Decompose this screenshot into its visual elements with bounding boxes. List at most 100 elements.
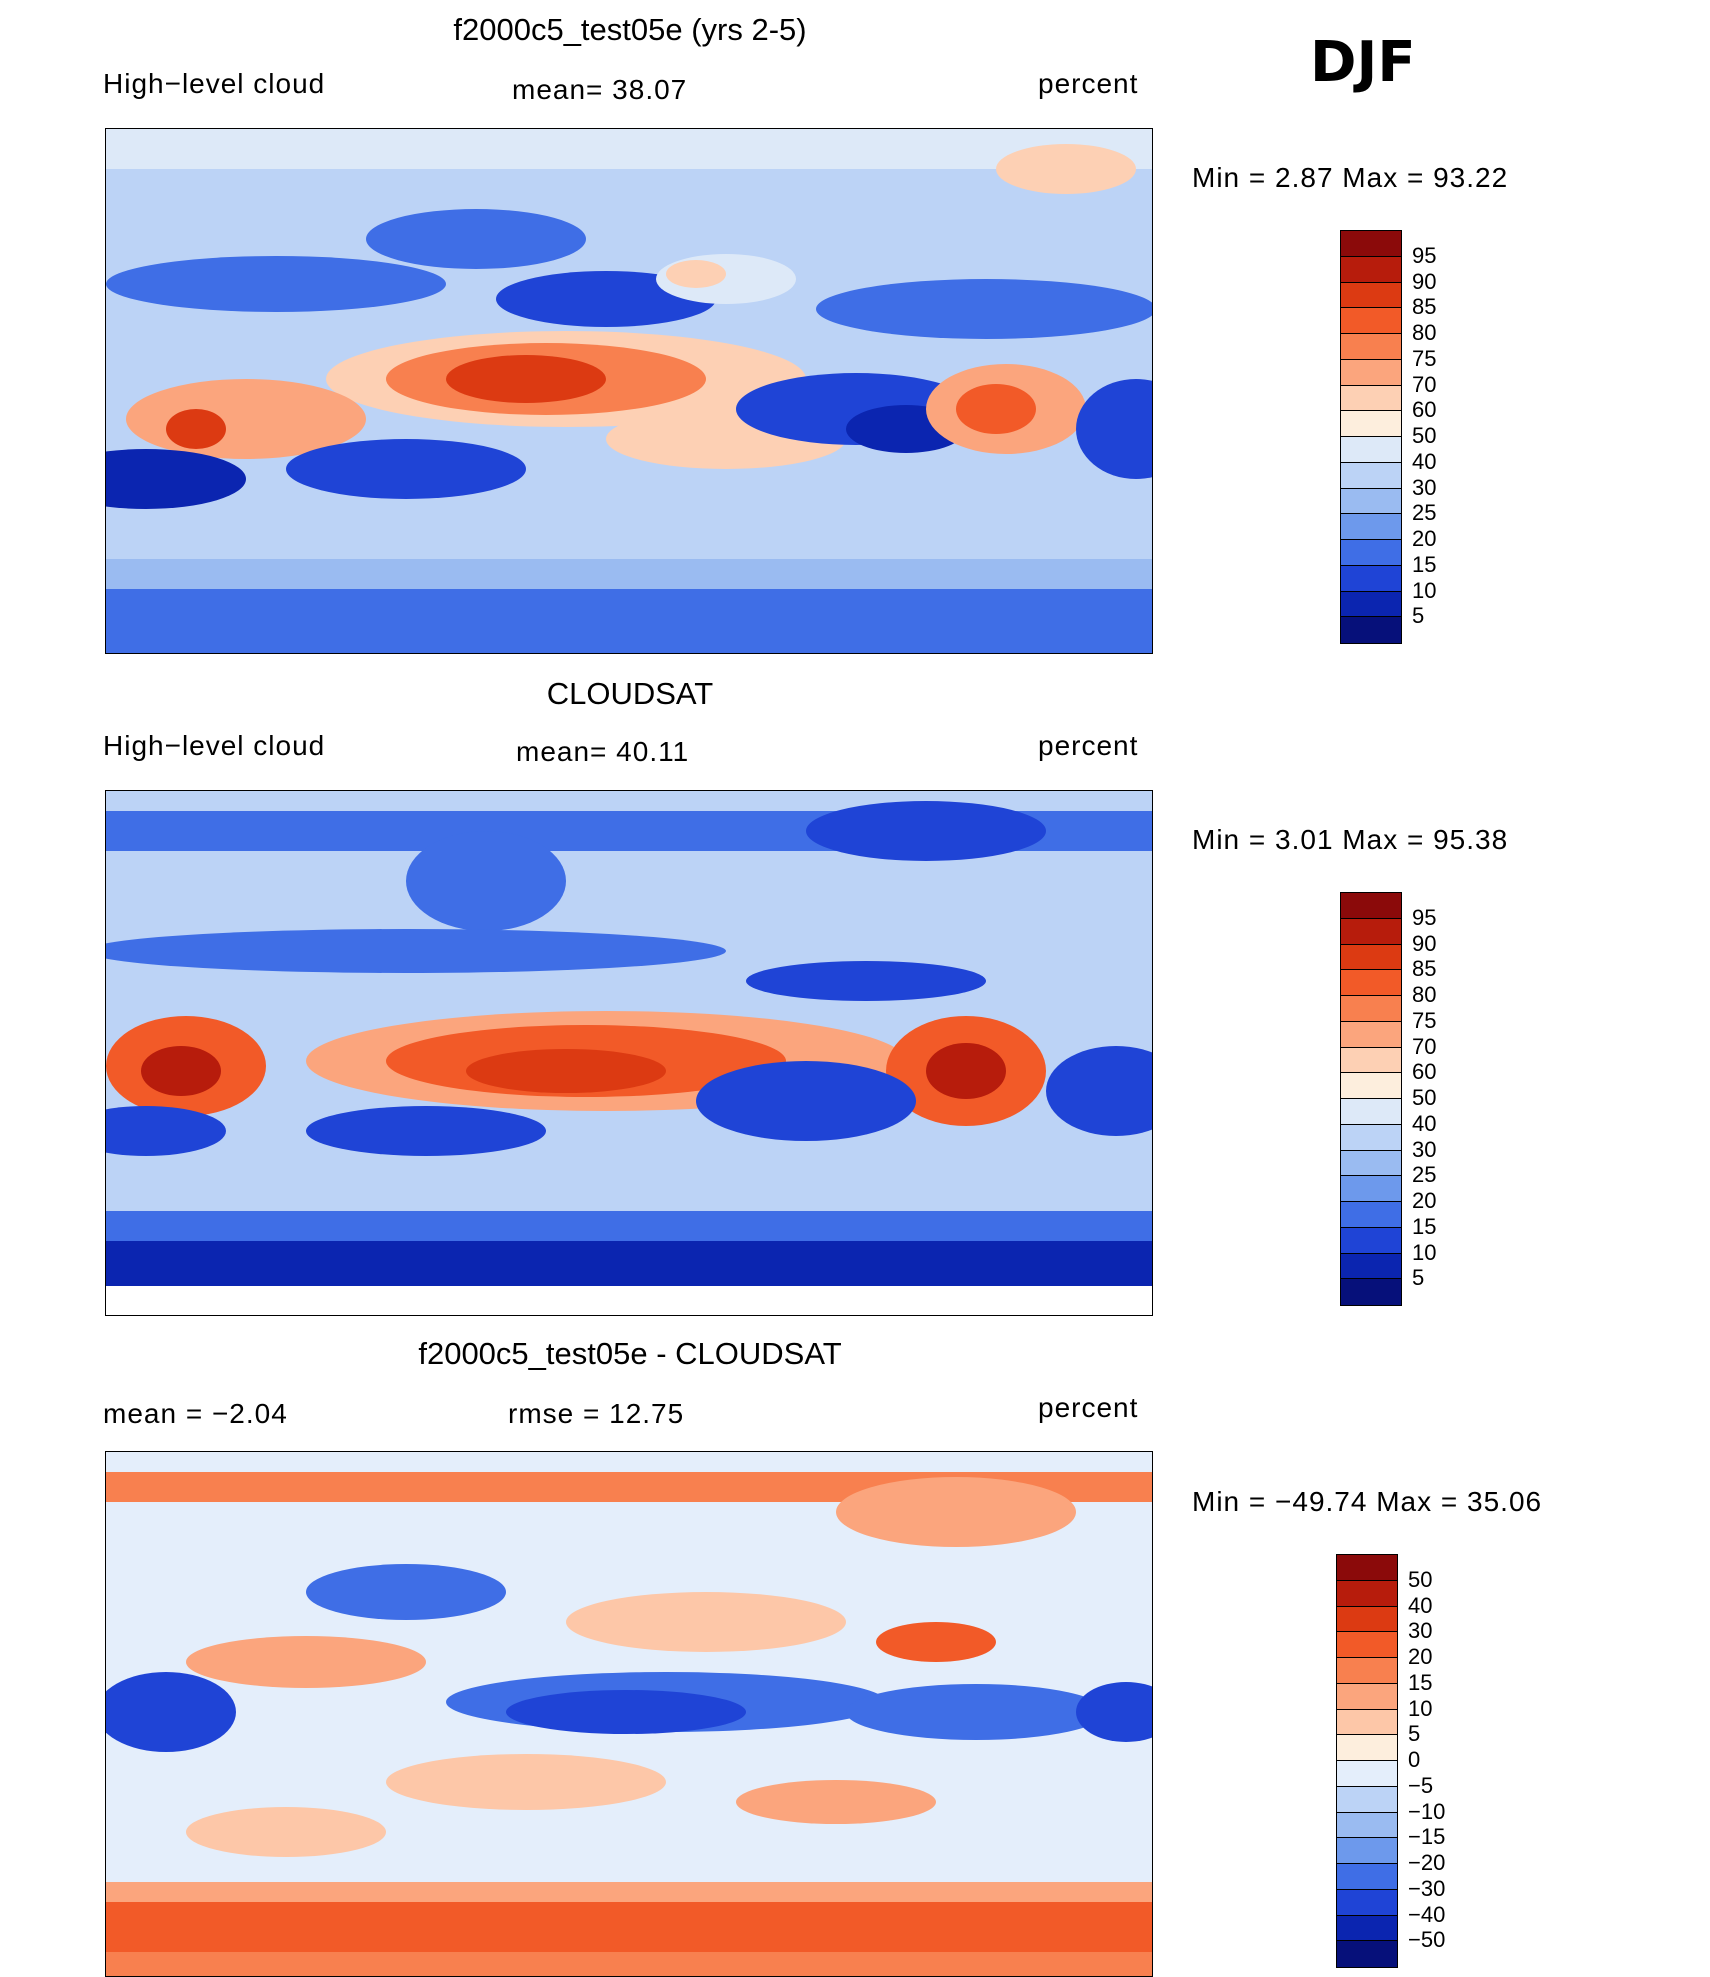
panel-3-minmax: Min = −49.74 Max = 35.06 — [1192, 1486, 1543, 1517]
colorbar-tick-label: 50 — [1408, 1566, 1433, 1592]
colorbar-swatch — [1341, 617, 1401, 643]
colorbar-tick-label: 80 — [1412, 982, 1437, 1007]
colorbar-swatch — [1341, 1047, 1401, 1074]
colorbar-tick-label: 30 — [1412, 1136, 1437, 1162]
panel-2-title: CLOUDSAT — [546, 676, 714, 711]
season-label: DJF — [1310, 30, 1416, 95]
colorbar-tick-label: 25 — [1412, 500, 1437, 526]
panel-1-variable-label: High−level cloud — [103, 68, 326, 99]
colorbar-swatch — [1341, 944, 1401, 971]
colorbar-tick-label: 40 — [1408, 1592, 1433, 1618]
colorbar-swatch — [1337, 1761, 1397, 1787]
colorbar-swatch — [1341, 462, 1401, 489]
colorbar-swatch — [1337, 1915, 1397, 1942]
colorbar-swatch — [1337, 1709, 1397, 1736]
colorbar-tick-label: −40 — [1408, 1901, 1446, 1927]
colorbar-swatch — [1341, 334, 1401, 360]
colorbar-tick-label: 15 — [1412, 1213, 1437, 1239]
colorbar-tick-label: −20 — [1408, 1850, 1446, 1875]
panel-3-contour-field — [106, 1452, 1152, 1976]
colorbar-tick-label: 95 — [1412, 242, 1437, 268]
colorbar-swatch — [1341, 1021, 1401, 1048]
colorbar-tick-label: 85 — [1412, 294, 1437, 320]
panel-1-contour-field — [106, 129, 1152, 653]
colorbar-tick-label: −5 — [1408, 1772, 1434, 1798]
panel-3-rmse-label: rmse = 12.75 — [508, 1398, 685, 1429]
colorbar-swatch — [1341, 1073, 1401, 1099]
colorbar-tick-label: 5 — [1412, 1265, 1425, 1291]
colorbar-tick-label: 85 — [1412, 956, 1437, 982]
colorbar-swatch — [1337, 1683, 1397, 1710]
colorbar-swatch — [1337, 1889, 1397, 1916]
colorbar-swatch — [1341, 385, 1401, 412]
colorbar-tick-label: 80 — [1412, 320, 1437, 345]
colorbar-swatch — [1341, 411, 1401, 437]
colorbar-swatch — [1341, 918, 1401, 945]
colorbar-tick-label: 50 — [1412, 1085, 1437, 1110]
colorbar-tick-label: 10 — [1412, 1239, 1437, 1265]
colorbar-swatch — [1341, 359, 1401, 386]
colorbar-tick-label: 70 — [1412, 371, 1437, 397]
colorbar-tick-label: −50 — [1408, 1927, 1446, 1953]
colorbar-tick-label: 30 — [1408, 1618, 1433, 1644]
colorbar-tick-label: 40 — [1412, 1110, 1437, 1136]
colorbar-swatch — [1337, 1606, 1397, 1633]
colorbar-swatch — [1337, 1658, 1397, 1684]
colorbar-swatch — [1341, 970, 1401, 996]
colorbar-swatch — [1337, 1735, 1397, 1761]
colorbar-tick-label: 40 — [1412, 448, 1437, 474]
panel-3-colorbar — [1336, 1554, 1398, 1968]
panel-2-mean-label: mean= 40.11 — [516, 736, 690, 767]
colorbar-swatch — [1337, 1786, 1397, 1813]
colorbar-swatch — [1341, 282, 1401, 309]
colorbar-swatch — [1341, 1150, 1401, 1177]
colorbar-tick-label: 50 — [1412, 423, 1437, 448]
panel-1-mean-label: mean= 38.07 — [512, 74, 688, 105]
colorbar-tick-label: 20 — [1412, 526, 1437, 551]
panel-2-variable-label: High−level cloud — [103, 730, 326, 761]
colorbar-swatch — [1337, 1838, 1397, 1864]
colorbar-swatch — [1341, 1227, 1401, 1254]
colorbar-swatch — [1341, 540, 1401, 566]
colorbar-tick-label: 95 — [1412, 904, 1437, 930]
panel-3-units-label: percent — [1038, 1392, 1139, 1423]
panel-3-title: f2000c5_test05e - CLOUDSAT — [418, 1336, 842, 1371]
colorbar-tick-label: 90 — [1412, 930, 1437, 956]
colorbar-swatch — [1341, 996, 1401, 1022]
panel-2-map — [105, 790, 1153, 1316]
panel-1-units-label: percent — [1038, 68, 1139, 99]
colorbar-swatch — [1341, 1253, 1401, 1280]
colorbar-swatch — [1341, 1279, 1401, 1305]
colorbar-tick-label: −15 — [1408, 1824, 1446, 1850]
colorbar-tick-label: −30 — [1408, 1875, 1446, 1901]
colorbar-tick-label: 5 — [1412, 603, 1425, 629]
colorbar-tick-label: 90 — [1412, 268, 1437, 294]
panel-3-map — [105, 1451, 1153, 1977]
colorbar-tick-label: −10 — [1408, 1798, 1446, 1824]
colorbar-swatch — [1341, 591, 1401, 618]
panel-1-minmax: Min = 2.87 Max = 93.22 — [1192, 162, 1509, 193]
colorbar-swatch — [1341, 1202, 1401, 1228]
colorbar-tick-label: 20 — [1408, 1644, 1433, 1669]
panel-2-minmax: Min = 3.01 Max = 95.38 — [1192, 824, 1509, 855]
colorbar-swatch — [1337, 1812, 1397, 1839]
colorbar-swatch — [1337, 1580, 1397, 1607]
colorbar-tick-label: 5 — [1408, 1721, 1421, 1747]
colorbar-tick-label: 10 — [1408, 1695, 1433, 1721]
colorbar-swatch — [1341, 1176, 1401, 1202]
colorbar-swatch — [1341, 488, 1401, 515]
panel-2-units-label: percent — [1038, 730, 1139, 761]
colorbar-tick-label: 15 — [1412, 551, 1437, 577]
panel-2-contour-field — [106, 791, 1152, 1315]
colorbar-tick-label: 20 — [1412, 1188, 1437, 1213]
panel-1-title: f2000c5_test05e (yrs 2-5) — [453, 12, 807, 47]
colorbar-swatch — [1341, 1124, 1401, 1151]
colorbar-swatch — [1337, 1864, 1397, 1890]
colorbar-swatch — [1337, 1555, 1397, 1581]
colorbar-swatch — [1341, 514, 1401, 540]
colorbar-tick-label: 30 — [1412, 474, 1437, 500]
colorbar-swatch — [1341, 256, 1401, 283]
colorbar-tick-label: 70 — [1412, 1033, 1437, 1059]
panel-3-mean-label: mean = −2.04 — [103, 1398, 288, 1429]
colorbar-tick-label: 60 — [1412, 1059, 1437, 1085]
